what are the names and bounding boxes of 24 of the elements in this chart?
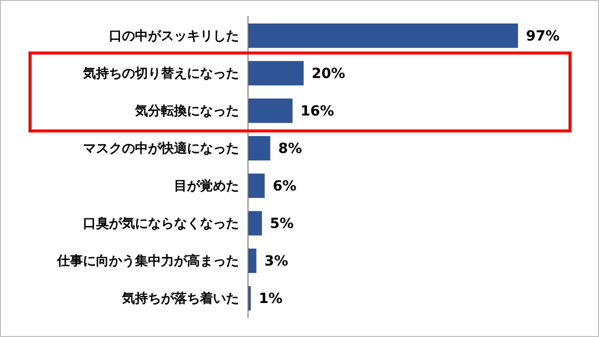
bar [248, 98, 293, 123]
y-tick-label: 仕事に向かう集中力が高まった [56, 252, 239, 269]
data-label: 5% [270, 216, 294, 232]
data-label: 20% [312, 66, 346, 82]
data-label: 1% [258, 291, 283, 308]
y-tick-label: 気持ちの切り替えになった [82, 66, 239, 82]
data-label: 3% [264, 254, 288, 270]
y-tick-label: マスクの中が快適になった [83, 140, 239, 156]
y-tick-label: 気分転換になった [134, 104, 239, 119]
data-label: 97% [526, 28, 560, 45]
data-label: 8% [278, 141, 302, 158]
bar [248, 211, 262, 236]
y-tick-label: 目が覚めた [174, 178, 239, 194]
bar [248, 61, 304, 86]
bar [248, 24, 518, 48]
y-tick-label: 口の中がスッキリした [109, 28, 239, 44]
bar [248, 136, 270, 160]
data-label: 6% [272, 178, 296, 195]
y-tick-label: 口臭が気にならなくなった [83, 216, 239, 232]
data-label: 16% [300, 104, 334, 120]
bar [248, 174, 265, 198]
y-tick-label: 気持ちが落ち着いた [121, 290, 239, 306]
bar [248, 286, 251, 310]
bar [248, 248, 256, 273]
